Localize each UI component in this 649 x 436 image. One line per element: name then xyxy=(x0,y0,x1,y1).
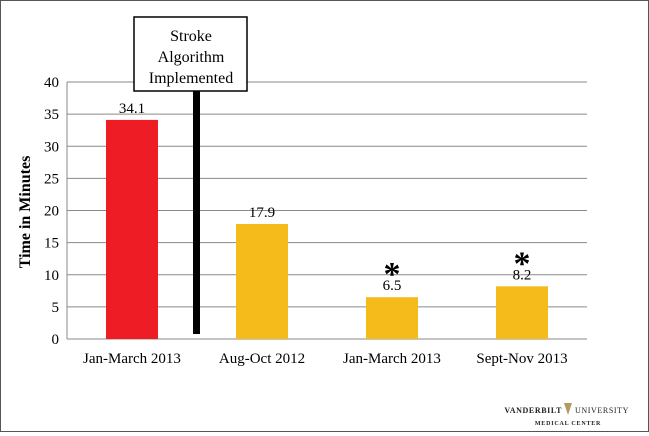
y-tick-labels: 0 5 10 15 20 25 30 35 40 xyxy=(44,75,59,348)
annotation-line-1: Stroke xyxy=(170,28,212,45)
data-label: 6.5 xyxy=(383,278,402,294)
logo-suffix: UNIVERSITY xyxy=(575,406,629,415)
y-axis-label: Time in Minutes xyxy=(17,156,34,269)
logo-name: VANDERBILT xyxy=(504,406,562,415)
y-tick-label: 25 xyxy=(44,171,59,187)
data-label: 34.1 xyxy=(119,101,145,117)
value-labels: 34.1 17.9 6.5 8.2 xyxy=(119,101,532,294)
y-tick-label: 20 xyxy=(44,204,59,220)
bar xyxy=(106,119,158,339)
bar xyxy=(496,286,548,339)
annotation-line-3: Implemented xyxy=(149,70,233,87)
annotation-line-2: Algorithm xyxy=(158,49,225,66)
x-tick-label: Sept-Nov 2013 xyxy=(476,351,567,367)
logo-sub: MEDICAL CENTER xyxy=(535,421,601,427)
x-tick-label: Jan-March 2013 xyxy=(83,351,181,367)
logo-v-icon xyxy=(564,403,572,415)
significance-star: * xyxy=(384,256,401,293)
data-label: 8.2 xyxy=(513,267,532,283)
y-tick-label: 35 xyxy=(44,107,59,123)
y-tick-label: 30 xyxy=(44,139,59,155)
bar xyxy=(236,223,288,339)
significance-markers: * * xyxy=(384,245,531,293)
implementation-divider-line xyxy=(193,77,200,334)
bar xyxy=(366,297,418,339)
x-tick-label: Jan-March 2013 xyxy=(343,351,441,367)
y-tick-label: 40 xyxy=(44,75,59,91)
annotation-box xyxy=(133,16,248,92)
y-tick-label: 5 xyxy=(52,300,60,316)
x-tick-label: Aug-Oct 2012 xyxy=(219,351,305,367)
y-tick-label: 15 xyxy=(44,236,59,252)
y-tick-label: 0 xyxy=(52,332,60,348)
data-label: 17.9 xyxy=(249,205,275,221)
y-tick-label: 10 xyxy=(44,268,59,284)
significance-star: * xyxy=(514,245,531,282)
bars xyxy=(106,119,548,339)
vanderbilt-logo: VANDERBILT UNIVERSITY MEDICAL CENTER xyxy=(504,403,629,427)
x-tick-labels: Jan-March 2013 Aug-Oct 2012 Jan-March 2013… xyxy=(83,351,568,367)
